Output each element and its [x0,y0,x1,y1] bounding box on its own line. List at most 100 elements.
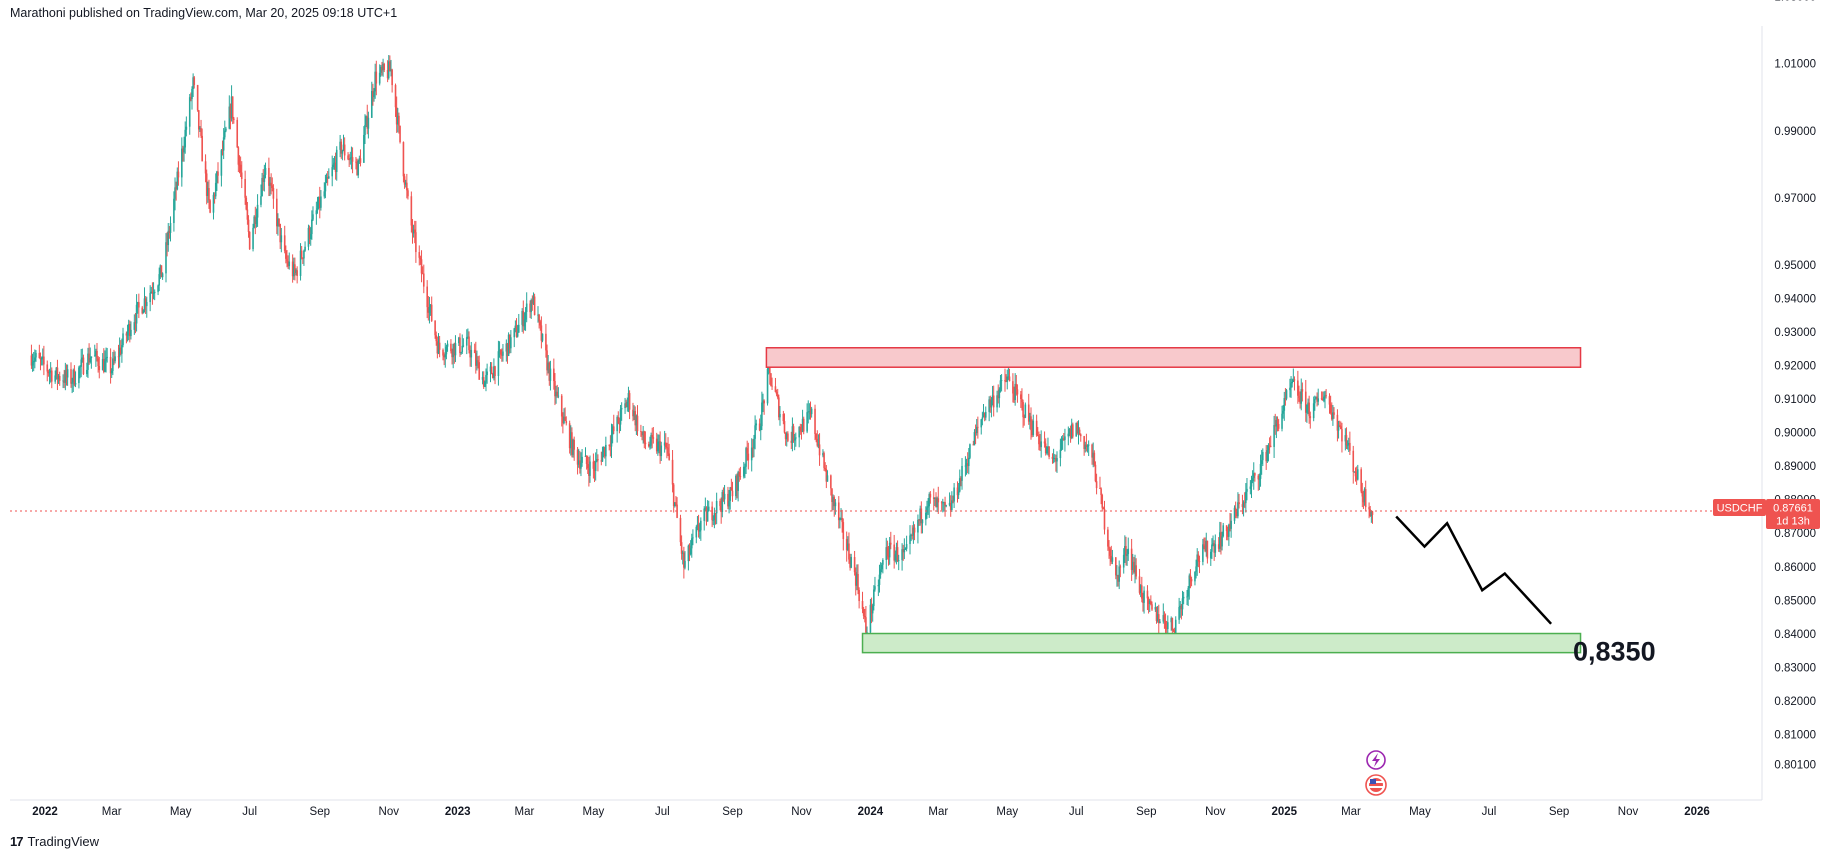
candle [981,411,984,426]
candle [689,540,692,556]
candle [1194,571,1196,586]
candle [443,352,445,366]
candle [554,373,556,406]
candle [1100,487,1102,505]
candle [340,138,343,159]
us-flag-event-icon[interactable] [1365,774,1387,796]
candle [992,385,995,417]
candle [136,301,139,314]
candle [761,391,763,431]
candle [402,141,405,183]
candle [80,349,82,378]
candle [410,191,413,233]
candle [89,347,92,364]
candle [1250,475,1253,499]
candle [279,223,281,250]
candle [32,352,35,372]
candle [619,404,622,432]
candle [394,83,397,117]
candle [1332,405,1334,426]
candle [1290,376,1292,398]
candle [984,406,987,421]
candle [791,417,794,452]
candle [356,158,358,176]
candle [197,109,200,138]
candle [1321,391,1324,401]
candle [719,498,721,511]
candle [973,429,976,446]
candle [1048,446,1050,460]
candle [1276,416,1279,432]
candle [589,455,591,483]
candle [1031,419,1033,438]
candle [1220,522,1222,555]
candle [1101,493,1104,512]
candle [467,328,469,339]
candle [386,60,389,83]
candle [928,492,931,518]
candle [921,519,924,534]
candle [1127,537,1130,561]
candle [1361,482,1364,508]
candle [269,176,271,197]
candle [964,456,967,477]
candle [507,332,510,357]
candle [896,540,899,563]
candle [462,338,465,348]
candle [182,145,184,162]
candle [126,324,129,342]
candle [1293,376,1296,391]
candle [39,352,42,371]
candle [687,544,690,571]
candle [957,482,960,500]
candle [948,492,951,507]
candle [308,225,311,245]
y-tick-label: 0.95000 [1774,260,1816,272]
candle [459,333,461,357]
candle [1214,534,1217,557]
candle [609,435,612,457]
candle [280,228,283,253]
candle [1027,393,1030,425]
candle [469,345,471,367]
x-tick-label: 2024 [858,806,884,818]
candle [577,448,580,468]
candle [1298,385,1300,402]
candle [1148,599,1151,612]
candle [672,483,675,513]
candle [1304,379,1307,422]
candle [1297,370,1299,404]
flash-event-icon[interactable] [1366,750,1386,770]
candle [1038,431,1040,451]
candle [220,149,223,187]
candle [470,341,473,367]
candle [1016,384,1019,403]
candle [1222,522,1225,538]
candle [782,410,785,425]
candle [560,394,563,427]
candle [711,501,713,528]
candle [399,125,401,144]
candle [1000,374,1003,392]
candle [152,282,155,300]
candle [201,128,203,162]
x-tick-label: May [170,806,192,818]
candle [553,358,555,390]
candle [1189,569,1192,589]
last-price-text: 0.87661 [1773,503,1813,515]
candle [991,385,994,406]
candle [801,409,804,433]
candle [747,442,750,470]
candle [318,186,321,219]
candle [1044,438,1047,456]
candle [294,257,296,281]
candle [212,192,215,220]
candle [1362,490,1365,509]
candle [351,147,354,174]
candle [712,515,715,526]
candle [286,250,288,268]
candle [744,463,746,479]
candle [562,412,564,434]
